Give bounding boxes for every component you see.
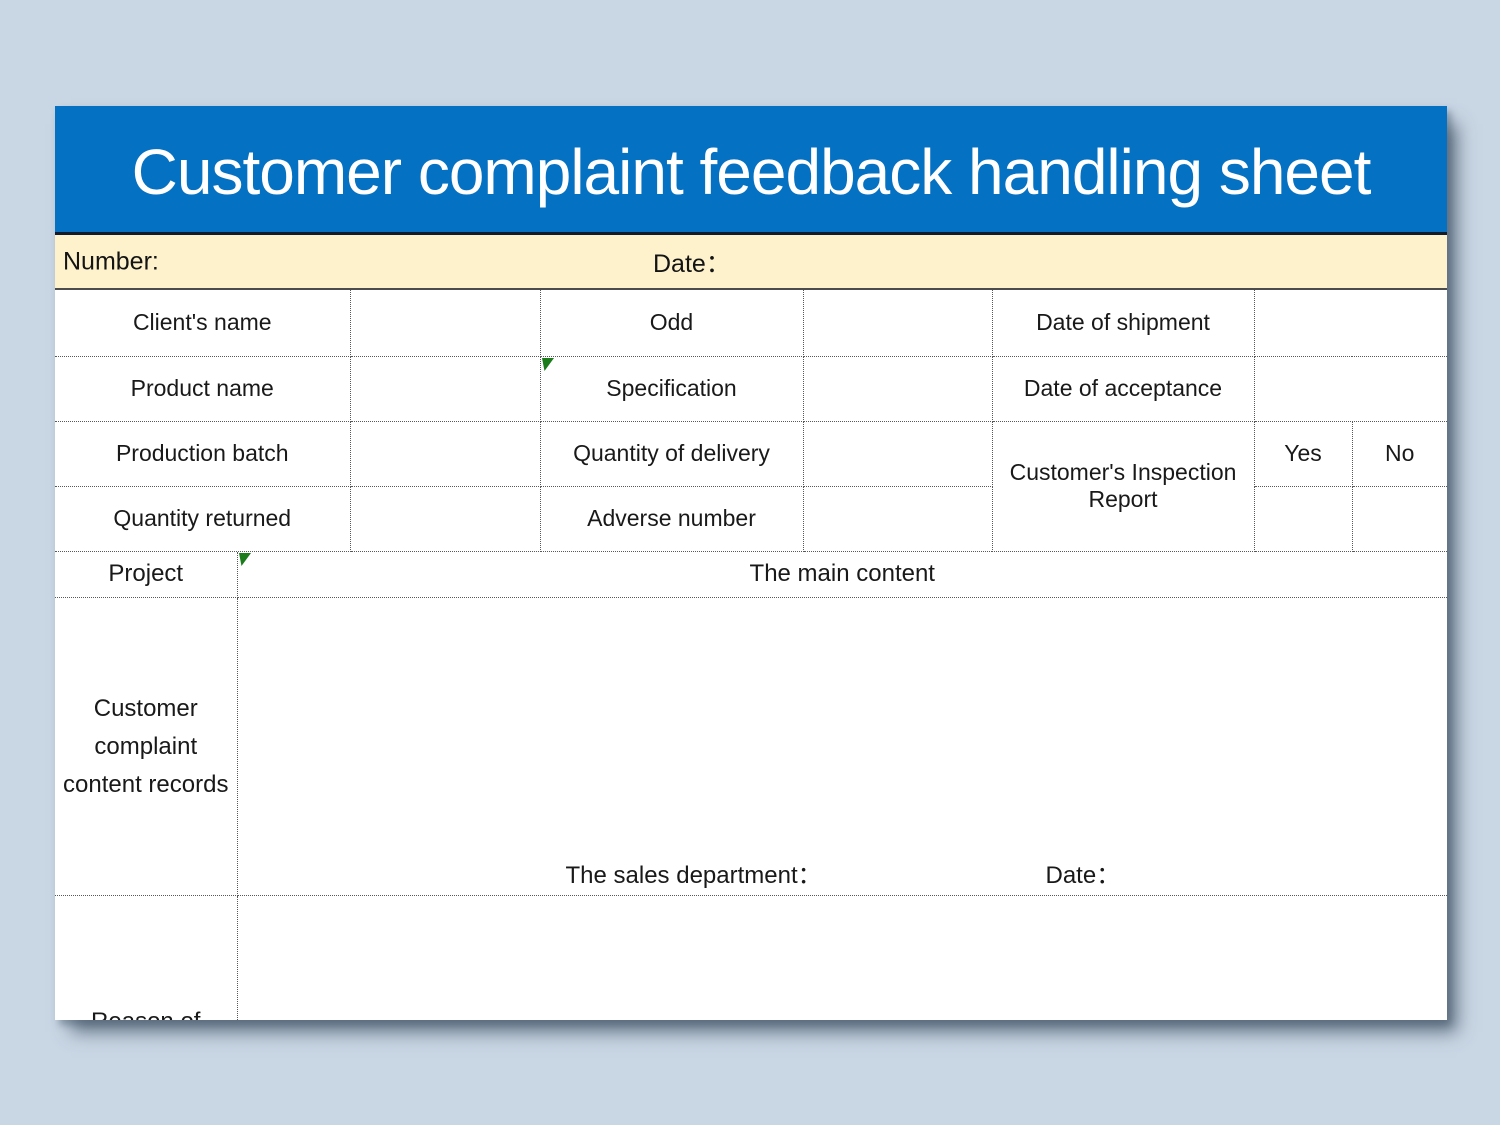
table-row: Reason of — [55, 895, 1447, 1020]
quantity-of-delivery-value-cell[interactable] — [802, 420, 993, 487]
odd-label: Odd — [539, 290, 804, 357]
specification-label: Specification — [539, 355, 804, 422]
specification-value-cell[interactable] — [802, 355, 993, 422]
table-row: Client's name Odd Date of shipment — [55, 290, 1447, 357]
complaint-records-label: Customer complaint content records — [55, 597, 238, 896]
quantity-of-delivery-label: Quantity of delivery — [539, 420, 804, 487]
reason-content-cell[interactable] — [236, 895, 1447, 1020]
inspection-yes-label: Yes — [1253, 420, 1353, 487]
date-of-acceptance-label: Date of acceptance — [991, 355, 1255, 422]
inspection-no-value-cell[interactable] — [1351, 485, 1447, 552]
product-name-value-cell[interactable] — [349, 355, 541, 422]
adverse-number-value-cell[interactable] — [802, 485, 993, 552]
date-label: Date： — [653, 249, 731, 278]
reason-label-cell: Reason of — [55, 895, 238, 1020]
sales-date-label: Date： — [1045, 862, 1121, 889]
table-row: Product name Specification Date of accep… — [55, 355, 1447, 422]
info-table: Client's name Odd Date of shipment Produ… — [55, 290, 1447, 552]
error-indicator-icon — [238, 552, 251, 566]
production-batch-label: Production batch — [55, 420, 351, 487]
adverse-number-label: Adverse number — [539, 485, 804, 552]
table-row: Project The main content — [55, 551, 1447, 598]
date-of-shipment-value-cell[interactable] — [1253, 290, 1447, 357]
project-label: Project — [55, 551, 238, 598]
sheet-title: Customer complaint feedback handling she… — [131, 136, 1372, 208]
table-row: Production batch Quantity of delivery Cu… — [55, 420, 1447, 552]
table-row: Customer complaint content records The s… — [55, 597, 1447, 896]
main-content-label: The main content — [236, 551, 1447, 598]
customers-inspection-report-label: Customer's Inspection Report — [991, 420, 1255, 552]
clients-name-value-cell[interactable] — [349, 290, 541, 357]
date-of-shipment-label: Date of shipment — [991, 290, 1255, 357]
clients-name-label: Client's name — [55, 290, 351, 357]
odd-value-cell[interactable] — [802, 290, 993, 357]
number-label: Number: — [63, 247, 159, 275]
inspection-no-label: No — [1351, 420, 1447, 487]
product-name-label: Product name — [55, 355, 351, 422]
spreadsheet-document: Customer complaint feedback handling she… — [55, 106, 1447, 1020]
quantity-returned-label: Quantity returned — [55, 485, 351, 552]
sheet-title-bar: Customer complaint feedback handling she… — [55, 106, 1447, 235]
inspection-yes-value-cell[interactable] — [1253, 485, 1353, 552]
table-row: Quantity returned Adverse number — [55, 485, 1447, 552]
production-batch-value-cell[interactable] — [349, 420, 541, 487]
complaint-content-cell[interactable]: The sales department： Date： — [236, 597, 1447, 896]
meta-row: Number: Date： — [55, 235, 1447, 290]
content-table: Project The main content Customer compla… — [55, 551, 1447, 1020]
quantity-returned-value-cell[interactable] — [349, 485, 541, 552]
date-of-acceptance-value-cell[interactable] — [1253, 355, 1447, 422]
reason-label: Reason of — [55, 1008, 236, 1020]
error-indicator-icon — [541, 357, 554, 371]
sales-department-label: The sales department： — [565, 862, 822, 889]
